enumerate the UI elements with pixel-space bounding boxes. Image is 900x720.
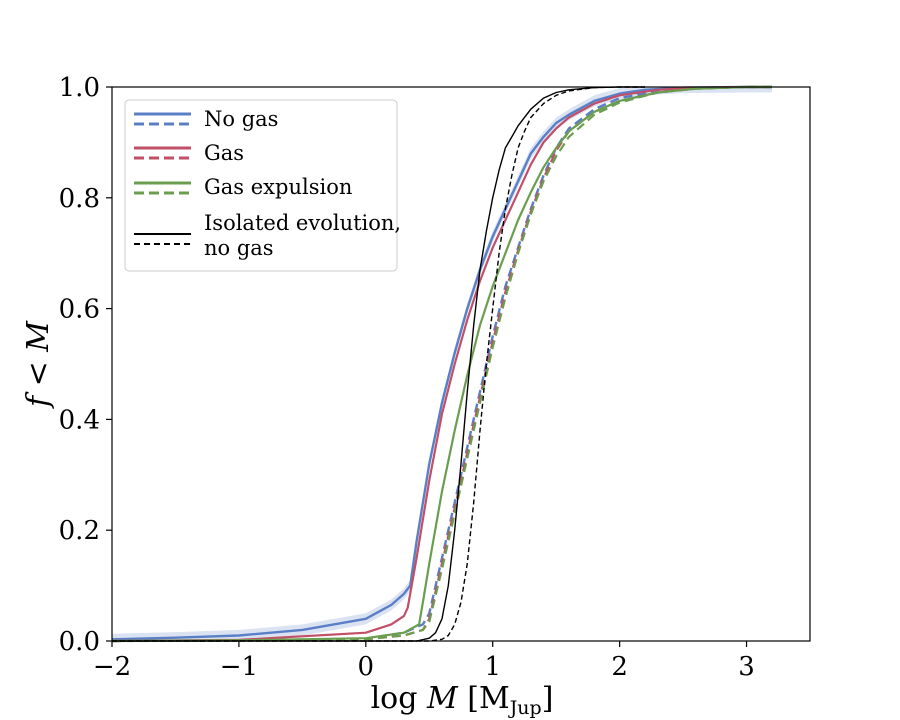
- legend-box: [124, 99, 398, 272]
- legend-isolated-label-line1: Isolated evolution,: [204, 211, 401, 235]
- x-tick-label: 2: [611, 652, 628, 682]
- series-line: [111, 85, 772, 643]
- legend-no-gas-label: No gas: [204, 107, 278, 131]
- y-axis-label-f: f: [21, 391, 56, 409]
- plot-frame: [111, 86, 811, 642]
- series-line: [111, 85, 772, 643]
- x-axis-label-var: M: [426, 681, 459, 716]
- x-axis-label-log: log: [371, 681, 418, 716]
- y-tick-label: 0.4: [59, 405, 100, 435]
- series-line: [111, 85, 772, 643]
- x-tick-label: −1: [220, 652, 258, 682]
- series-layer: [111, 85, 772, 643]
- series-line: [112, 86, 645, 642]
- legend: No gas Gas Gas expulsion Isolated evolut…: [124, 99, 401, 272]
- series-line: [111, 85, 772, 643]
- y-axis-label-lt: <: [21, 361, 56, 386]
- y-tick-label: 0.2: [59, 516, 100, 546]
- x-tick-label: −2: [93, 652, 131, 682]
- x-tick-label: 3: [738, 652, 755, 682]
- legend-isolated-label-line2: no gas: [204, 236, 274, 260]
- y-tick-label: 0.8: [59, 184, 100, 214]
- y-axis-label: f < M: [21, 320, 56, 409]
- y-tick-label: 1.0: [59, 73, 100, 103]
- y-axis-label-m: M: [21, 320, 56, 353]
- x-axis-label-unit-sub: Jup: [508, 697, 542, 719]
- legend-gas-label: Gas: [204, 141, 244, 165]
- x-tick-label: 0: [358, 652, 375, 682]
- y-tick-label: 0.6: [59, 295, 100, 325]
- x-axis-label-bracket-close: ]: [542, 681, 554, 716]
- series-line: [111, 85, 772, 643]
- x-axis-label: log M [MJup]: [371, 681, 554, 719]
- x-axis-label-bracket-open: [: [467, 681, 479, 716]
- legend-gas-expulsion-label: Gas expulsion: [204, 175, 352, 199]
- y-tick-label: 0.0: [59, 627, 100, 657]
- series-line: [112, 86, 645, 642]
- x-axis-label-unit: M: [479, 681, 510, 716]
- axis-ticks: −2 −1 0 1 2 3 0.0 0.2 0.4 0.6 0.8 1.0: [59, 73, 755, 682]
- x-tick-label: 1: [484, 652, 501, 682]
